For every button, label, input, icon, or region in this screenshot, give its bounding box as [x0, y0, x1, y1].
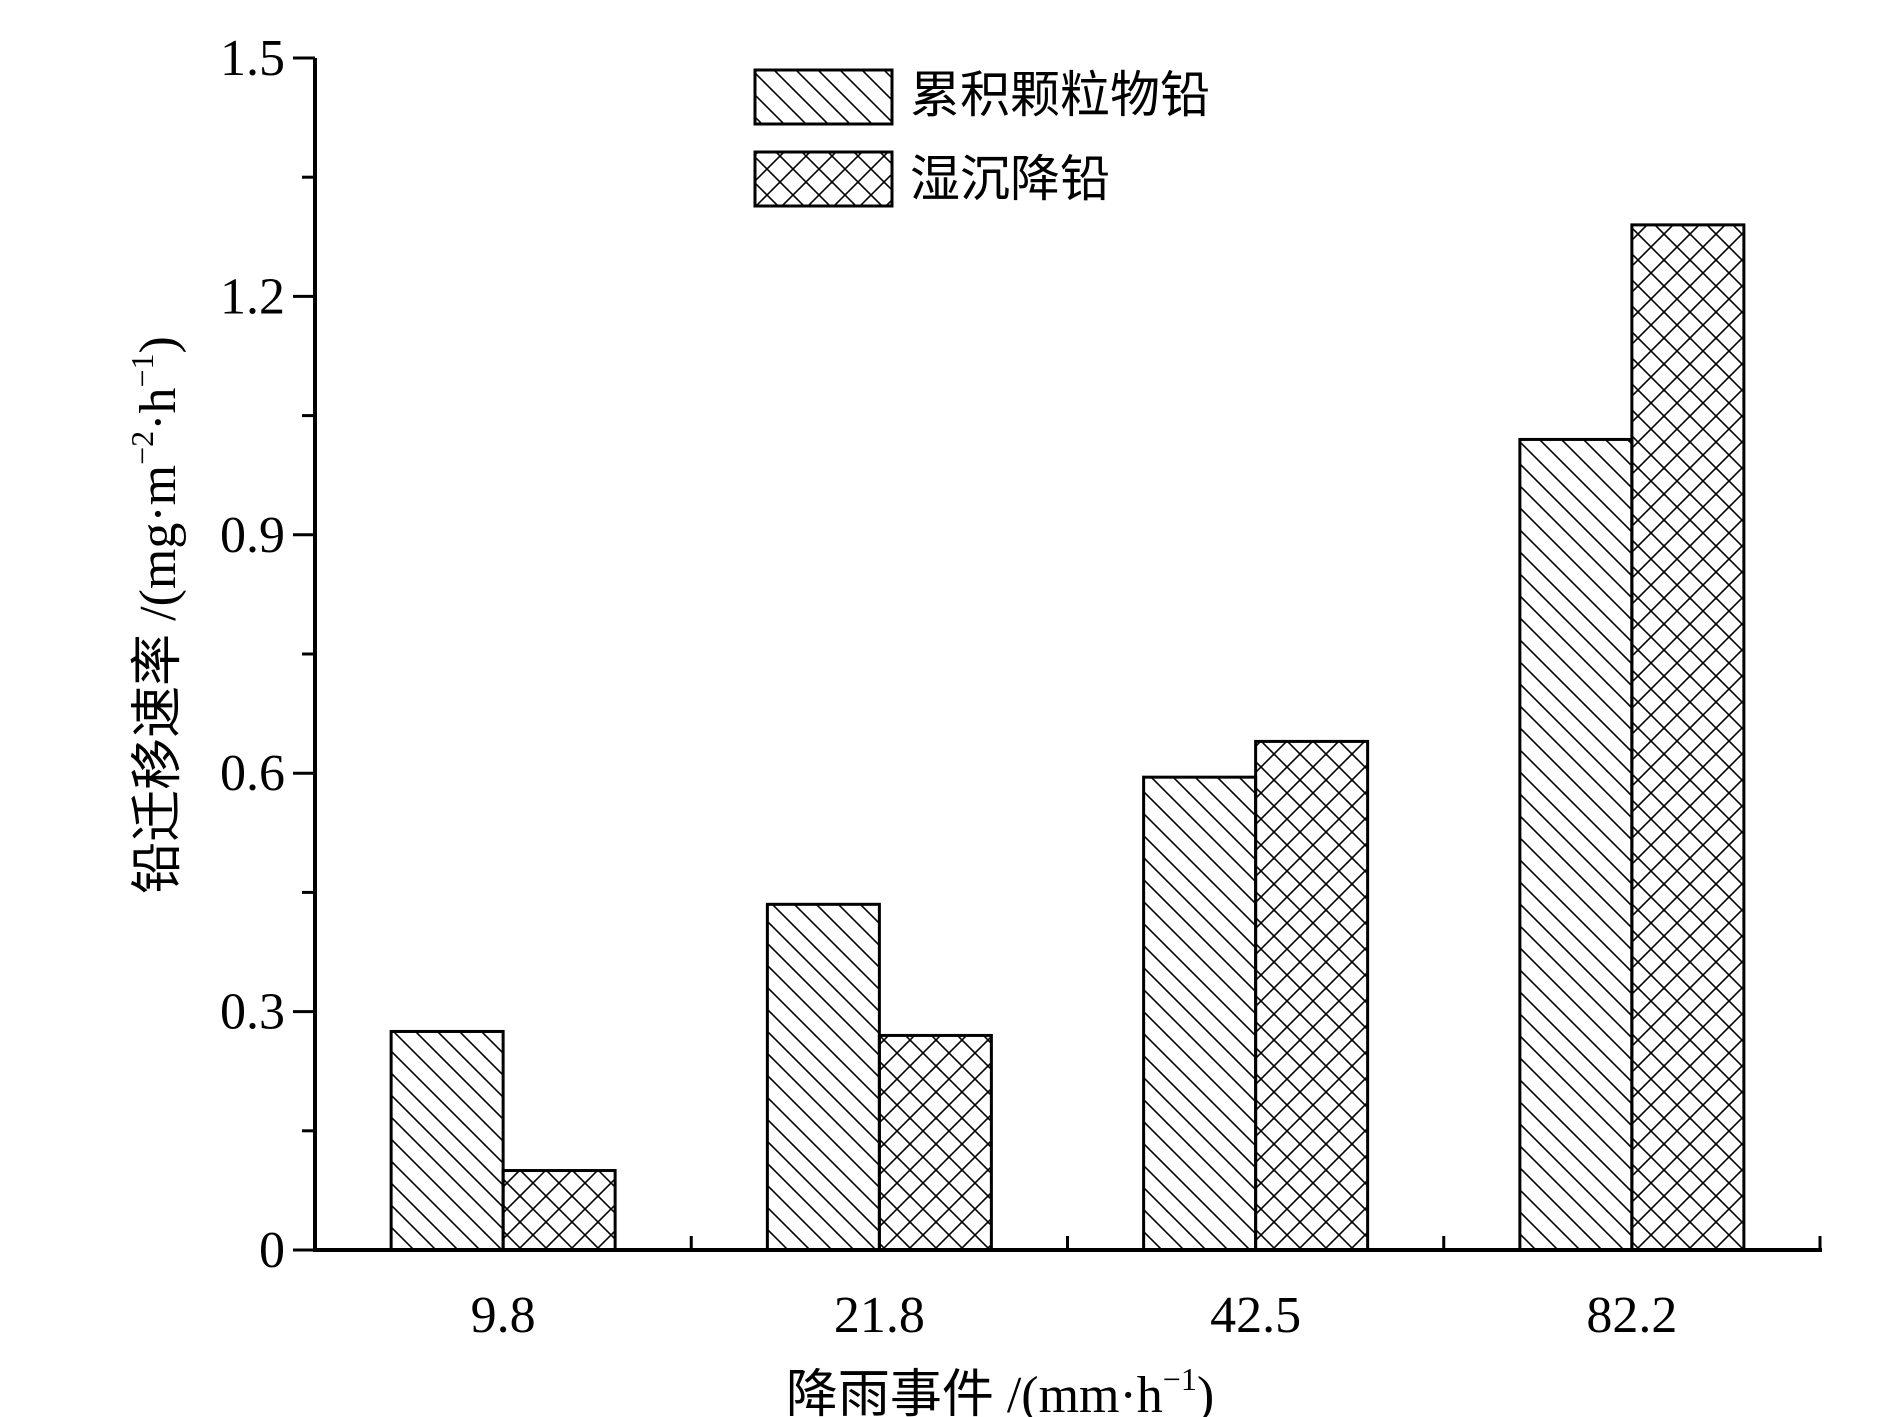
- y-tick-label: 1.2: [220, 268, 285, 325]
- y-tick-label: 0: [259, 1222, 285, 1279]
- bar-series-1-9.8: [389, 1029, 505, 1252]
- x-axis-label: 降雨事件 /(mm·h−1): [786, 1361, 1214, 1417]
- y-tick-label: 0.3: [220, 984, 285, 1041]
- y-axis-label: 铅迁移速率 /(mg·m−2·h−1): [124, 336, 187, 894]
- x-axis-ticks: 9.8 21.8 42.5 82.2: [313, 1236, 1822, 1344]
- bar-series-1-42.5: [1142, 775, 1258, 1252]
- y-tick-label: 0.6: [220, 745, 285, 802]
- legend-swatch-diagonal: [753, 68, 894, 126]
- y-tick-label: 1.5: [220, 30, 285, 87]
- bar-series-2-9.8: [501, 1169, 617, 1252]
- bar-series-2-21.8: [877, 1033, 993, 1252]
- legend: 累积颗粒物铅 湿沉降铅: [753, 67, 1210, 208]
- bars-group: [389, 223, 1746, 1252]
- y-tick-label: 0.9: [220, 507, 285, 564]
- legend-label-series-2: 湿沉降铅: [910, 151, 1110, 207]
- legend-swatch-crosshatch: [753, 150, 894, 208]
- x-tick-label: 21.8: [834, 1287, 925, 1344]
- bar-series-1-21.8: [765, 902, 881, 1252]
- y-axis-ticks: 0 0.3 0.6 0.9 1.2 1.5: [220, 30, 315, 1279]
- bar-series-2-82.2: [1630, 223, 1746, 1252]
- x-tick-label: 42.5: [1210, 1287, 1301, 1344]
- bar-series-2-42.5: [1254, 739, 1370, 1252]
- bar-series-1-82.2: [1518, 437, 1634, 1252]
- legend-label-series-1: 累积颗粒物铅: [910, 67, 1210, 123]
- x-tick-label: 82.2: [1586, 1287, 1677, 1344]
- x-tick-label: 9.8: [471, 1287, 536, 1344]
